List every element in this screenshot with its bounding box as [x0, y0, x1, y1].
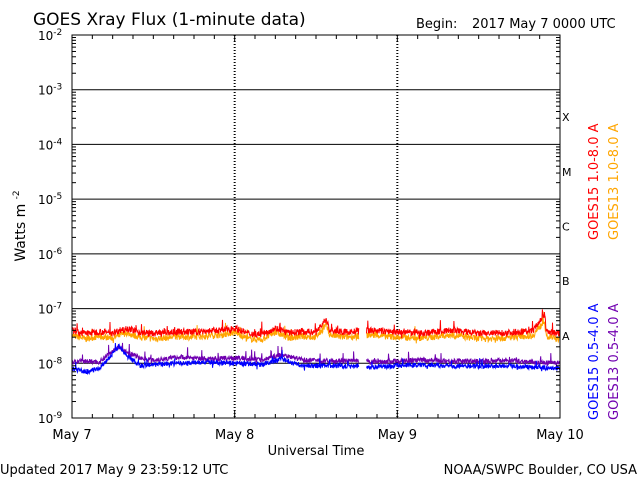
chart-title: GOES Xray Flux (1-minute data) [33, 10, 306, 30]
credit-text: NOAA/SWPC Boulder, CO USA [444, 463, 637, 478]
y-tick-label: 10-7 [38, 302, 62, 317]
flare-class-label: B [562, 275, 570, 288]
y-tick-label: 10-3 [38, 83, 62, 98]
y-axis-ticks: 10-9 10-8 10-7 10-6 10-5 10-4 10-3 10-2 [38, 28, 560, 426]
flare-class-label: X [562, 111, 570, 124]
legend-entry: GOES15 0.5-4.0 A [587, 303, 602, 420]
y-tick-label: 10-6 [38, 247, 63, 262]
series-line [71, 342, 561, 368]
flare-class-labels: A B C M X [562, 111, 572, 343]
legend-entry: GOES13 1.0-8.0 A [607, 123, 622, 240]
x-tick-label: May 10 [536, 428, 584, 443]
begin-value: 2017 May 7 0000 UTC [472, 17, 616, 32]
x-axis-label: Universal Time [268, 444, 365, 459]
y-tick-label: 10-2 [38, 28, 62, 43]
y-tick-label: 10-4 [38, 137, 63, 152]
legend-entry: GOES15 1.0-8.0 A [587, 123, 602, 240]
x-tick-label: May 9 [378, 428, 417, 443]
flare-class-label: A [562, 330, 570, 343]
flare-class-label: M [562, 166, 572, 179]
flare-class-label: C [562, 221, 570, 234]
begin-label: Begin: [416, 17, 457, 32]
y-tick-label: 10-8 [38, 356, 63, 371]
x-axis-ticks: May 7 May 8 May 9 May 10 [52, 35, 584, 443]
data-series [71, 309, 561, 376]
y-tick-label: 10-9 [38, 411, 63, 426]
series-line [71, 309, 561, 339]
x-tick-label: May 7 [52, 428, 91, 443]
legend: GOES15 1.0-8.0 A GOES13 1.0-8.0 A GOES15 0… [587, 123, 622, 420]
series-line [71, 342, 561, 376]
y-axis-label: Watts m -2 [12, 190, 29, 261]
x-tick-label: May 8 [215, 428, 254, 443]
y-tick-label: 10-5 [38, 192, 62, 207]
series-line [71, 311, 561, 344]
legend-entry: GOES13 0.5-4.0 A [607, 303, 622, 420]
updated-timestamp: Updated 2017 May 9 23:59:12 UTC [0, 463, 228, 478]
